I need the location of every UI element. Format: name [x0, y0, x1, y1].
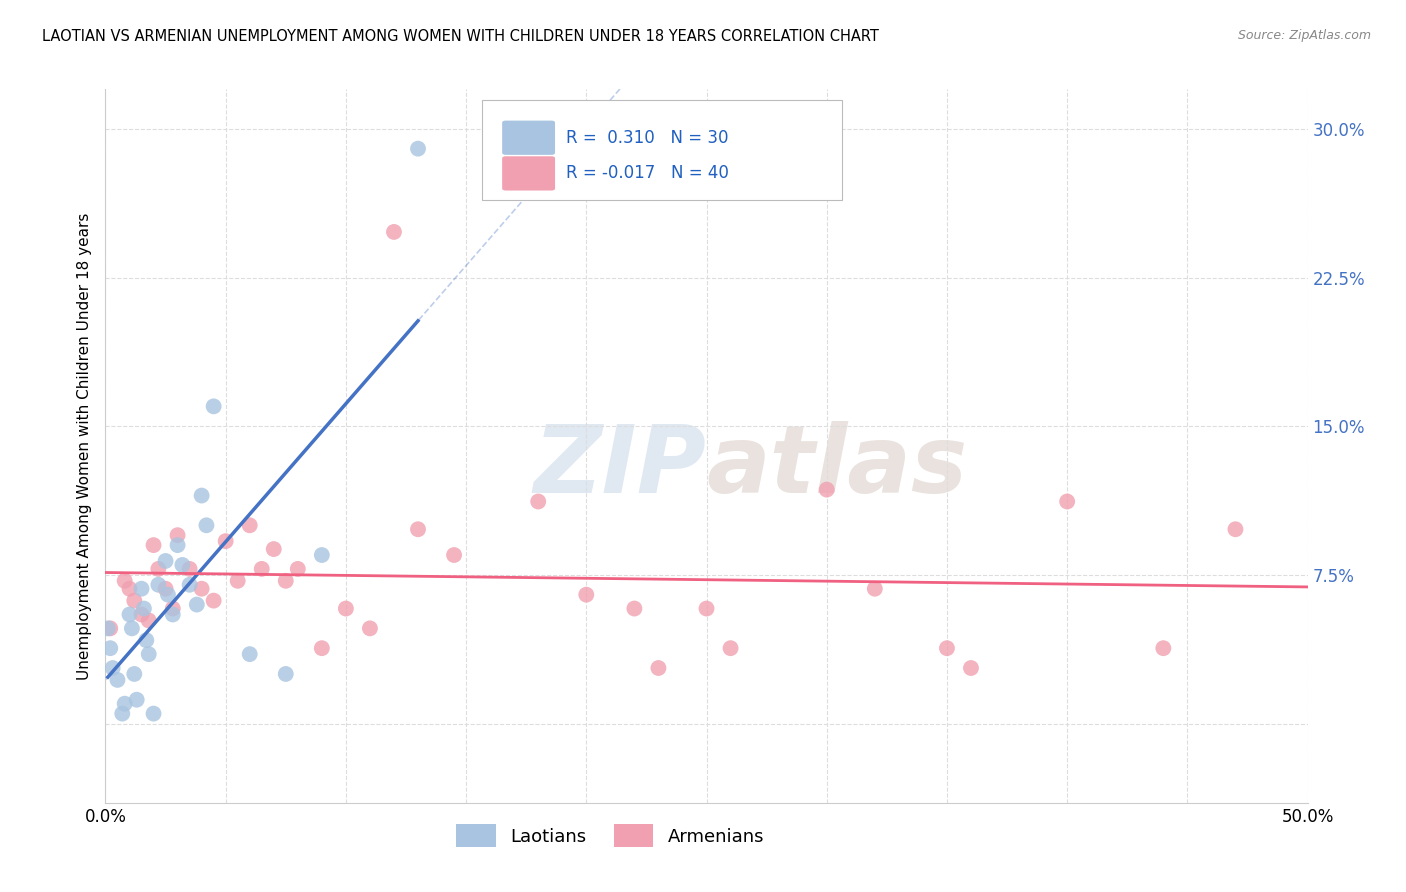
Point: [311, 641, 333, 656]
Point: [162, 607, 184, 622]
Point: [190, 489, 212, 503]
Point: [190, 582, 212, 596]
Point: [98, 621, 121, 635]
Point: [1225, 522, 1247, 536]
Text: R =  0.310   N = 30: R = 0.310 N = 30: [565, 128, 728, 146]
Point: [274, 574, 297, 588]
Point: [124, 667, 146, 681]
Point: [132, 601, 155, 615]
Point: [135, 633, 157, 648]
Point: [111, 706, 134, 721]
Point: [179, 578, 201, 592]
Point: [527, 494, 550, 508]
Point: [443, 548, 465, 562]
Point: [97, 621, 120, 635]
Text: LAOTIAN VS ARMENIAN UNEMPLOYMENT AMONG WOMEN WITH CHILDREN UNDER 18 YEARS CORREL: LAOTIAN VS ARMENIAN UNEMPLOYMENT AMONG W…: [42, 29, 879, 45]
Point: [239, 647, 262, 661]
Point: [172, 558, 194, 572]
Point: [156, 588, 179, 602]
Point: [863, 582, 886, 596]
Point: [107, 673, 129, 687]
Text: R = -0.017   N = 40: R = -0.017 N = 40: [565, 164, 728, 182]
Point: [98, 641, 121, 656]
Point: [166, 538, 188, 552]
Point: [138, 647, 160, 661]
Point: [226, 574, 249, 588]
Point: [647, 661, 669, 675]
Point: [148, 578, 170, 592]
Point: [162, 601, 184, 615]
Point: [239, 518, 262, 533]
Point: [1152, 641, 1174, 656]
Point: [118, 607, 141, 622]
Point: [287, 562, 309, 576]
Point: [125, 692, 148, 706]
Point: [121, 621, 143, 635]
FancyBboxPatch shape: [482, 100, 842, 200]
Point: [138, 614, 160, 628]
Point: [720, 641, 742, 656]
Point: [1056, 494, 1078, 508]
Point: [311, 548, 333, 562]
Point: [936, 641, 959, 656]
Point: [274, 667, 297, 681]
Legend: Laotians, Armenians: Laotians, Armenians: [449, 817, 772, 855]
Point: [214, 534, 236, 549]
Point: [815, 483, 838, 497]
Point: [186, 598, 208, 612]
Point: [195, 518, 218, 533]
FancyBboxPatch shape: [502, 156, 555, 191]
Point: [575, 588, 598, 602]
Point: [960, 661, 983, 675]
Point: [114, 697, 136, 711]
Point: [166, 528, 188, 542]
Point: [250, 562, 273, 576]
Text: ZIP: ZIP: [534, 421, 707, 514]
Point: [335, 601, 357, 615]
Point: [623, 601, 645, 615]
Point: [696, 601, 718, 615]
Point: [359, 621, 381, 635]
Point: [142, 538, 165, 552]
Point: [406, 522, 429, 536]
Point: [155, 554, 177, 568]
Point: [118, 582, 141, 596]
Y-axis label: Unemployment Among Women with Children Under 18 years: Unemployment Among Women with Children U…: [76, 212, 91, 680]
Point: [101, 661, 124, 675]
Point: [131, 607, 153, 622]
Point: [382, 225, 405, 239]
Point: [155, 582, 177, 596]
Point: [406, 142, 429, 156]
Point: [179, 562, 201, 576]
Point: [131, 582, 153, 596]
Point: [202, 400, 225, 414]
Point: [114, 574, 136, 588]
Point: [263, 542, 285, 557]
Point: [202, 593, 225, 607]
FancyBboxPatch shape: [502, 120, 555, 155]
Point: [142, 706, 165, 721]
Point: [148, 562, 170, 576]
Text: Source: ZipAtlas.com: Source: ZipAtlas.com: [1237, 29, 1371, 43]
Text: atlas: atlas: [707, 421, 967, 514]
Point: [124, 593, 146, 607]
